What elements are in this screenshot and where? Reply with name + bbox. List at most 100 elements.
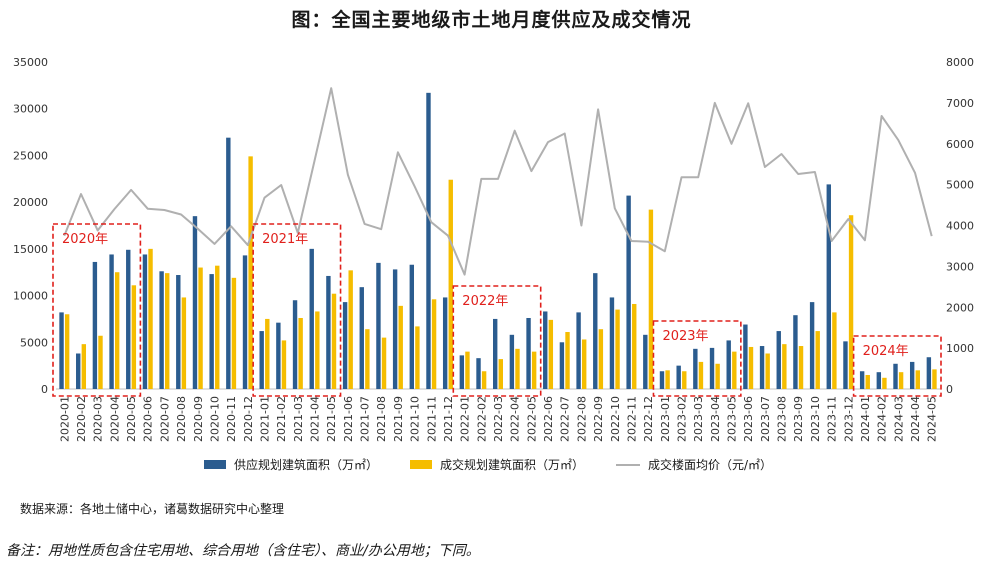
x-tick-label: 2020-10 (208, 396, 221, 442)
supply-bar (909, 361, 915, 389)
supply-bar (626, 195, 631, 389)
x-tick-label: 2022-09 (592, 396, 605, 442)
x-tick-label: 2023-01 (659, 396, 672, 442)
supply-bar (543, 311, 548, 389)
supply-bar (876, 372, 882, 389)
supply-bar (259, 331, 264, 389)
legend-label-supply: 供应规划建筑面积（万㎡） (234, 457, 378, 472)
transaction-bar (815, 331, 820, 389)
supply-bar (292, 300, 298, 389)
supply-bar (92, 261, 98, 389)
transaction-bar (215, 265, 220, 389)
supply-bar (176, 275, 181, 389)
supply-bar (192, 216, 198, 389)
supply-bar (709, 347, 715, 389)
year-label: 2021年 (262, 232, 308, 247)
bar-layer (59, 92, 937, 390)
transaction-bar (915, 370, 920, 389)
y-left-tick-label: 30000 (13, 103, 48, 116)
y-right-tick-label: 2000 (946, 301, 974, 314)
transaction-bar (548, 319, 554, 389)
supply-bar (142, 254, 148, 389)
supply-bar (276, 322, 281, 389)
transaction-bar (682, 371, 687, 389)
supply-bar (126, 249, 131, 389)
x-tick-label: 2023-04 (709, 396, 722, 442)
transaction-bar (315, 311, 320, 389)
x-tick-label: 2020-02 (75, 396, 88, 442)
supply-bar (376, 262, 381, 389)
year-label: 2020年 (62, 232, 108, 247)
remark-note: 备注：用地性质包含住宅用地、综合用地（含住宅）、商业/办公用地；下同。 (6, 543, 480, 559)
x-tick-label: 2023-06 (742, 396, 755, 442)
transaction-bar (131, 285, 137, 389)
tick-label-layer: 0 5000 10000 15000 20000 25000 30000 35000 0 1000… (13, 56, 974, 442)
x-tick-label: 2021-07 (359, 396, 372, 442)
transaction-bar (782, 344, 787, 389)
supply-bar (59, 312, 64, 389)
year-label: 2024年 (863, 344, 909, 359)
supply-bar (459, 355, 465, 389)
year-highlight-box (852, 335, 942, 397)
x-tick-label: 2020-12 (242, 396, 255, 442)
line-layer (63, 87, 933, 276)
chart-title: 图：全国主要地级市土地月度供应及成交情况 (291, 9, 692, 31)
supply-bar (326, 275, 331, 389)
supply-bar (743, 324, 748, 389)
transaction-bar (698, 361, 704, 389)
y-right-tick-label: 5000 (946, 179, 974, 192)
legend-item-price: 成交楼面均价（元/㎡） (616, 457, 772, 472)
transaction-bar (632, 303, 637, 389)
transaction-bar (581, 339, 587, 389)
transaction-bar (298, 317, 303, 389)
x-tick-label: 2023-08 (776, 396, 789, 442)
transaction-bar (148, 248, 153, 389)
x-tick-label: 2023-02 (675, 396, 688, 442)
x-tick-label: 2023-11 (826, 396, 839, 442)
x-tick-label: 2022-05 (525, 396, 538, 442)
year-highlight-box (652, 320, 742, 397)
x-tick-label: 2021-04 (309, 396, 322, 442)
x-tick-label: 2020-03 (92, 396, 105, 442)
transaction-bar (865, 374, 870, 389)
transaction-bar (615, 309, 620, 389)
supply-bar (442, 297, 448, 389)
y-right-tick-label: 4000 (946, 220, 974, 233)
x-tick-label: 2022-01 (459, 396, 472, 442)
x-tick-label: 2021-08 (375, 396, 388, 442)
x-tick-label: 2020-05 (125, 396, 138, 442)
x-tick-label: 2021-06 (342, 396, 355, 442)
legend: 供应规划建筑面积（万㎡） 成交规划建筑面积（万㎡） 成交楼面均价（元/㎡） (204, 457, 772, 472)
supply-bar (826, 184, 831, 389)
x-tick-label: 2022-02 (475, 396, 488, 442)
supply-bar (759, 346, 765, 389)
transaction-bar (98, 335, 103, 389)
transaction-bar (898, 372, 904, 389)
transaction-bar (114, 272, 120, 389)
supply-bar (793, 315, 798, 389)
y-right-tick-label: 3000 (946, 260, 974, 273)
y-left-tick-label: 0 (41, 383, 48, 396)
supply-bar (109, 254, 114, 389)
supply-bar (726, 340, 731, 389)
x-tick-label: 2024-03 (892, 396, 905, 442)
transaction-bar (798, 346, 804, 389)
data-source-note: 数据来源：各地土储中心，诸葛数据研究中心整理 (20, 502, 285, 516)
supply-bar (576, 312, 581, 389)
x-tick-label: 2023-09 (792, 396, 805, 442)
x-tick-label: 2020-08 (175, 396, 188, 442)
supply-bar (76, 353, 81, 389)
x-tick-label: 2021-05 (325, 396, 338, 442)
legend-item-transaction: 成交规划建筑面积（万㎡） (410, 457, 584, 472)
supply-bar (242, 255, 248, 389)
x-tick-label: 2022-06 (542, 396, 555, 442)
supply-bar (659, 371, 665, 389)
transaction-bar (281, 340, 287, 389)
transaction-bar (481, 371, 487, 389)
y-right-tick-label: 0 (946, 383, 953, 396)
x-tick-label: 2023-10 (809, 396, 822, 442)
year-label: 2023年 (662, 329, 708, 344)
y-left-tick-label: 20000 (13, 196, 48, 209)
supply-bar (493, 318, 498, 389)
x-tick-label: 2020-04 (108, 396, 121, 442)
